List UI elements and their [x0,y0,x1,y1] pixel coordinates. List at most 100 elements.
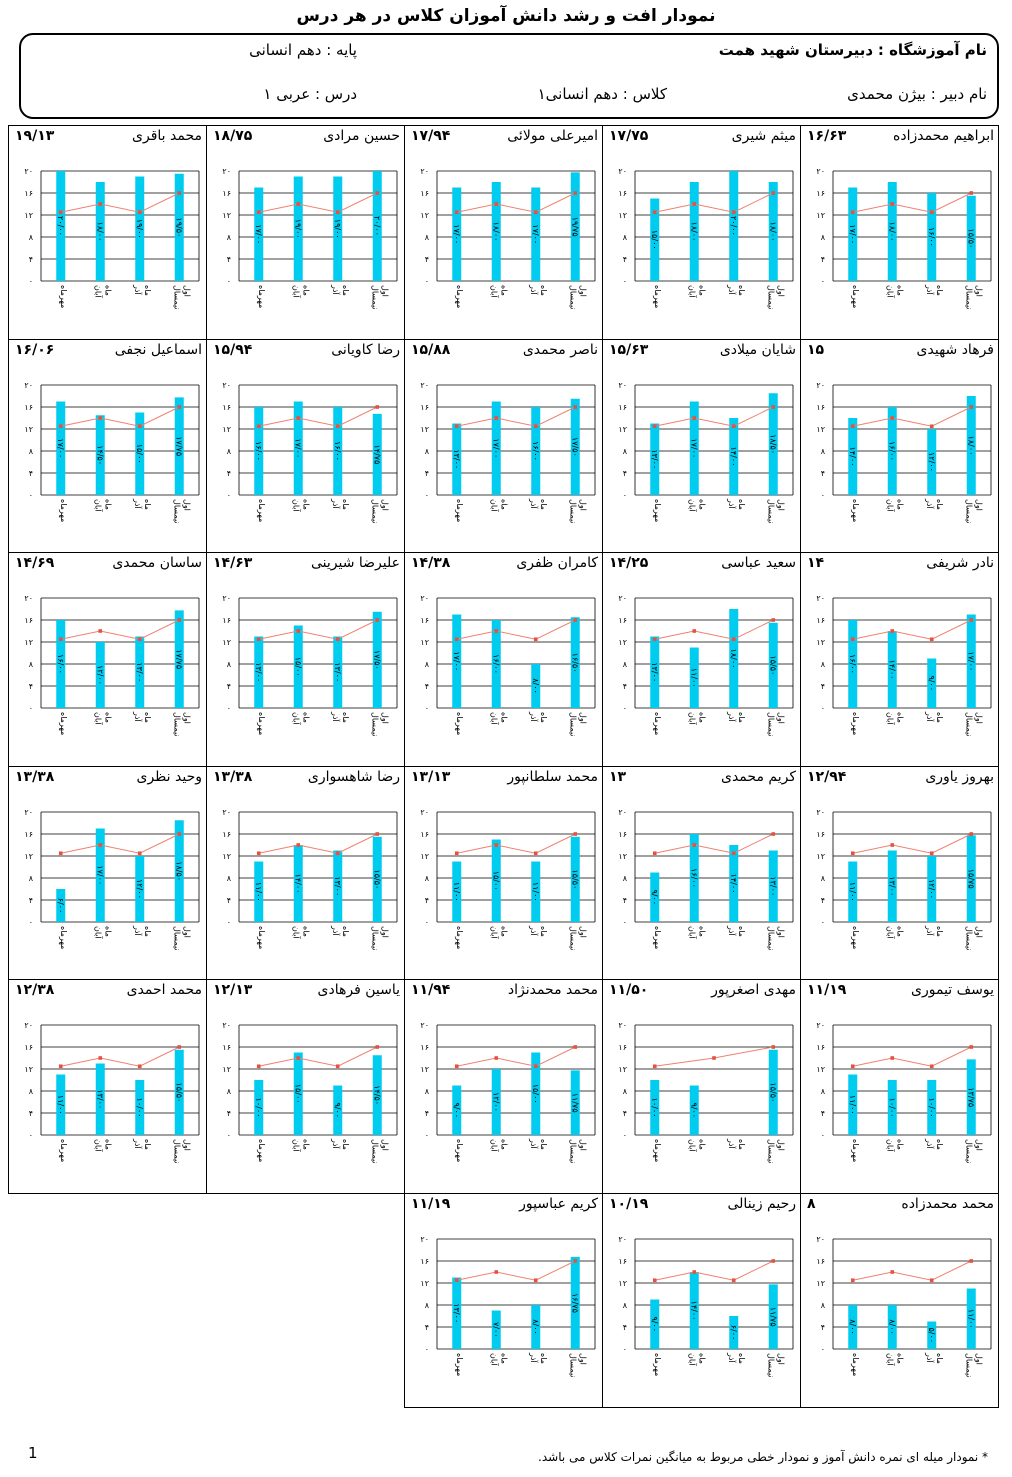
class-average-marker [652,851,657,855]
grade-info: پایه : دهم انسانی [249,41,357,59]
bar [452,1085,462,1136]
x-tick-label: ماه [103,712,112,723]
bar [689,833,699,922]
class-average-marker [454,1064,459,1069]
x-tick-label: آبان [291,712,301,726]
bar [95,828,105,922]
y-tick-label: ۴ [425,1109,429,1118]
x-tick-label: مهرماه [653,712,662,735]
class-average-marker [256,637,261,642]
bar-value-label: ۱۳/۰۰ [768,876,777,896]
bar [848,187,858,281]
bar-value-label: ۱۵/۰۰ [491,871,500,891]
bar-value-label: ۱۵/۵۰ [174,1083,183,1103]
class-average-marker [771,404,776,409]
x-tick-label: اول [182,926,191,938]
x-tick-label: مهرماه [257,926,266,949]
y-tick-label: ۰ [29,704,33,713]
student-chart: یاسین فرهادی ۱۲/۱۳ ۰ ۴ ۸ ۱۲ ۱۶ ۲۰ ۱۰/۰۰ مهرماه ۱۵/… [206,979,405,1195]
x-tick-label: ماه [935,712,944,723]
y-tick-label: ۱۶ [618,189,627,198]
x-tick-label: اول [776,285,785,297]
bar [174,396,184,495]
bar-value-label: ۱۱/۷۵ [570,1093,579,1113]
class-average-line [456,1046,576,1068]
y-tick-label: ۲۰ [420,808,429,817]
x-tick-label: مهرماه [455,712,464,735]
y-tick-label: ۰ [425,1131,429,1140]
y-tick-label: ۰ [227,277,231,286]
bar [650,198,660,281]
y-tick-label: ۸ [623,1301,628,1310]
class-average-marker [256,1064,261,1069]
y-tick-label: ۱۲ [24,211,33,220]
class-average-marker [335,424,340,428]
bar [729,171,739,281]
bar [927,428,937,495]
bar-value-label: ۱۰/۰۰ [650,1098,659,1118]
y-tick-label: ۲۰ [618,381,627,390]
bar-value-label: ۱۷/۷۵ [174,649,183,669]
bar-value-label: ۱۳/۰۰ [333,876,342,896]
class-average-marker [692,842,697,847]
x-tick-label: آبان [687,712,697,726]
student-average: ۱۳/۱۳ [411,768,451,785]
x-tick-label: اول [974,1353,983,1365]
bar [887,1080,897,1136]
x-tick-label: ماه [935,499,944,510]
class-average-marker [969,831,974,836]
student-average: ۱۵/۶۳ [609,341,649,358]
x-tick-label: اول [578,712,587,724]
bar [174,820,184,922]
bar-value-label: ۲۰/۰۰ [56,216,65,236]
bar-value-label: ۱۸/۰۰ [768,222,777,242]
bar-value-label: ۱۰/۰۰ [254,1098,263,1118]
class-average-marker [137,851,142,855]
class-average-marker [573,191,578,195]
student-average: ۱۵/۹۴ [213,341,253,358]
class-average-marker [652,637,657,642]
x-tick-label: آبان [489,712,499,726]
class-average-marker [137,210,142,215]
x-tick-label: نیمسال [964,499,973,524]
x-tick-label: مهرماه [455,499,464,522]
y-tick-label: ۰ [29,491,33,500]
bar [135,412,145,495]
x-tick-label: آبان [489,1139,499,1153]
class-average-line [852,1046,972,1068]
bar [254,187,264,281]
bar [650,872,660,922]
y-tick-label: ۲۰ [816,808,825,817]
bar-value-label: ۱۲/۰۰ [491,1092,500,1112]
class-average-line [852,192,972,213]
class-average-marker [652,1278,657,1283]
x-tick-label: نیمسال [568,926,577,951]
bar [372,413,382,495]
y-tick-label: ۴ [425,682,429,691]
y-tick-label: ۱۲ [222,1065,231,1074]
page-title: نمودار افت و رشد دانش آموزان کلاس در هر … [296,6,716,26]
bar [966,395,976,495]
x-tick-label: آبان [489,1353,499,1367]
bar [650,636,660,709]
x-tick-label: نیمسال [766,285,775,310]
bar [848,1305,858,1349]
class-average-marker [335,1064,340,1069]
student-name: محمد باقری [132,128,202,144]
class-average-marker [652,1064,657,1069]
x-tick-label: آبان [291,1139,301,1153]
class-average-marker [454,210,459,215]
bar [848,417,858,495]
class-average-line [258,833,378,854]
bar [927,658,937,709]
x-tick-label: آذر [331,711,341,722]
x-tick-label: اول [974,926,983,938]
student-average: ۱۰/۱۹ [609,1196,649,1212]
bar-value-label: ۱۱/۰۰ [848,1095,857,1115]
x-tick-label: آبان [489,285,499,299]
x-tick-label: ماه [539,499,548,510]
bar [491,620,501,709]
student-name: کریم عباسپور [519,1196,598,1212]
